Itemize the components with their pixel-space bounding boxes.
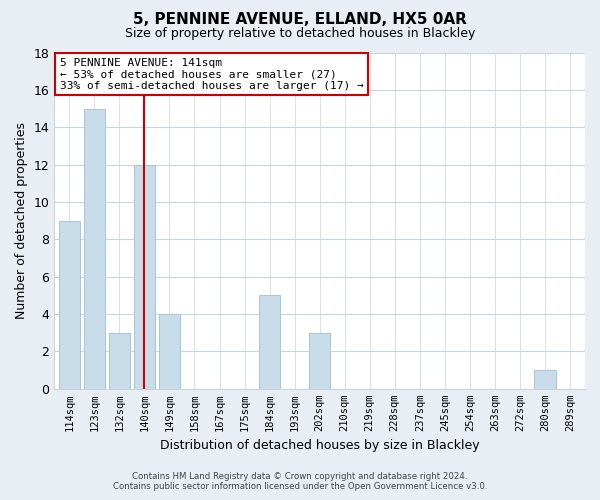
Bar [59,220,80,389]
Text: Contains HM Land Registry data © Crown copyright and database right 2024.
Contai: Contains HM Land Registry data © Crown c… [113,472,487,491]
Bar [309,333,330,389]
Bar [84,108,105,389]
Bar [109,333,130,389]
Text: 5 PENNINE AVENUE: 141sqm
← 53% of detached houses are smaller (27)
33% of semi-d: 5 PENNINE AVENUE: 141sqm ← 53% of detach… [59,58,364,90]
Y-axis label: Number of detached properties: Number of detached properties [15,122,28,319]
Text: 5, PENNINE AVENUE, ELLAND, HX5 0AR: 5, PENNINE AVENUE, ELLAND, HX5 0AR [133,12,467,28]
Text: Size of property relative to detached houses in Blackley: Size of property relative to detached ho… [125,28,475,40]
Bar [134,164,155,389]
Bar [535,370,556,389]
Bar [159,314,180,389]
X-axis label: Distribution of detached houses by size in Blackley: Distribution of detached houses by size … [160,440,479,452]
Bar [259,296,280,389]
